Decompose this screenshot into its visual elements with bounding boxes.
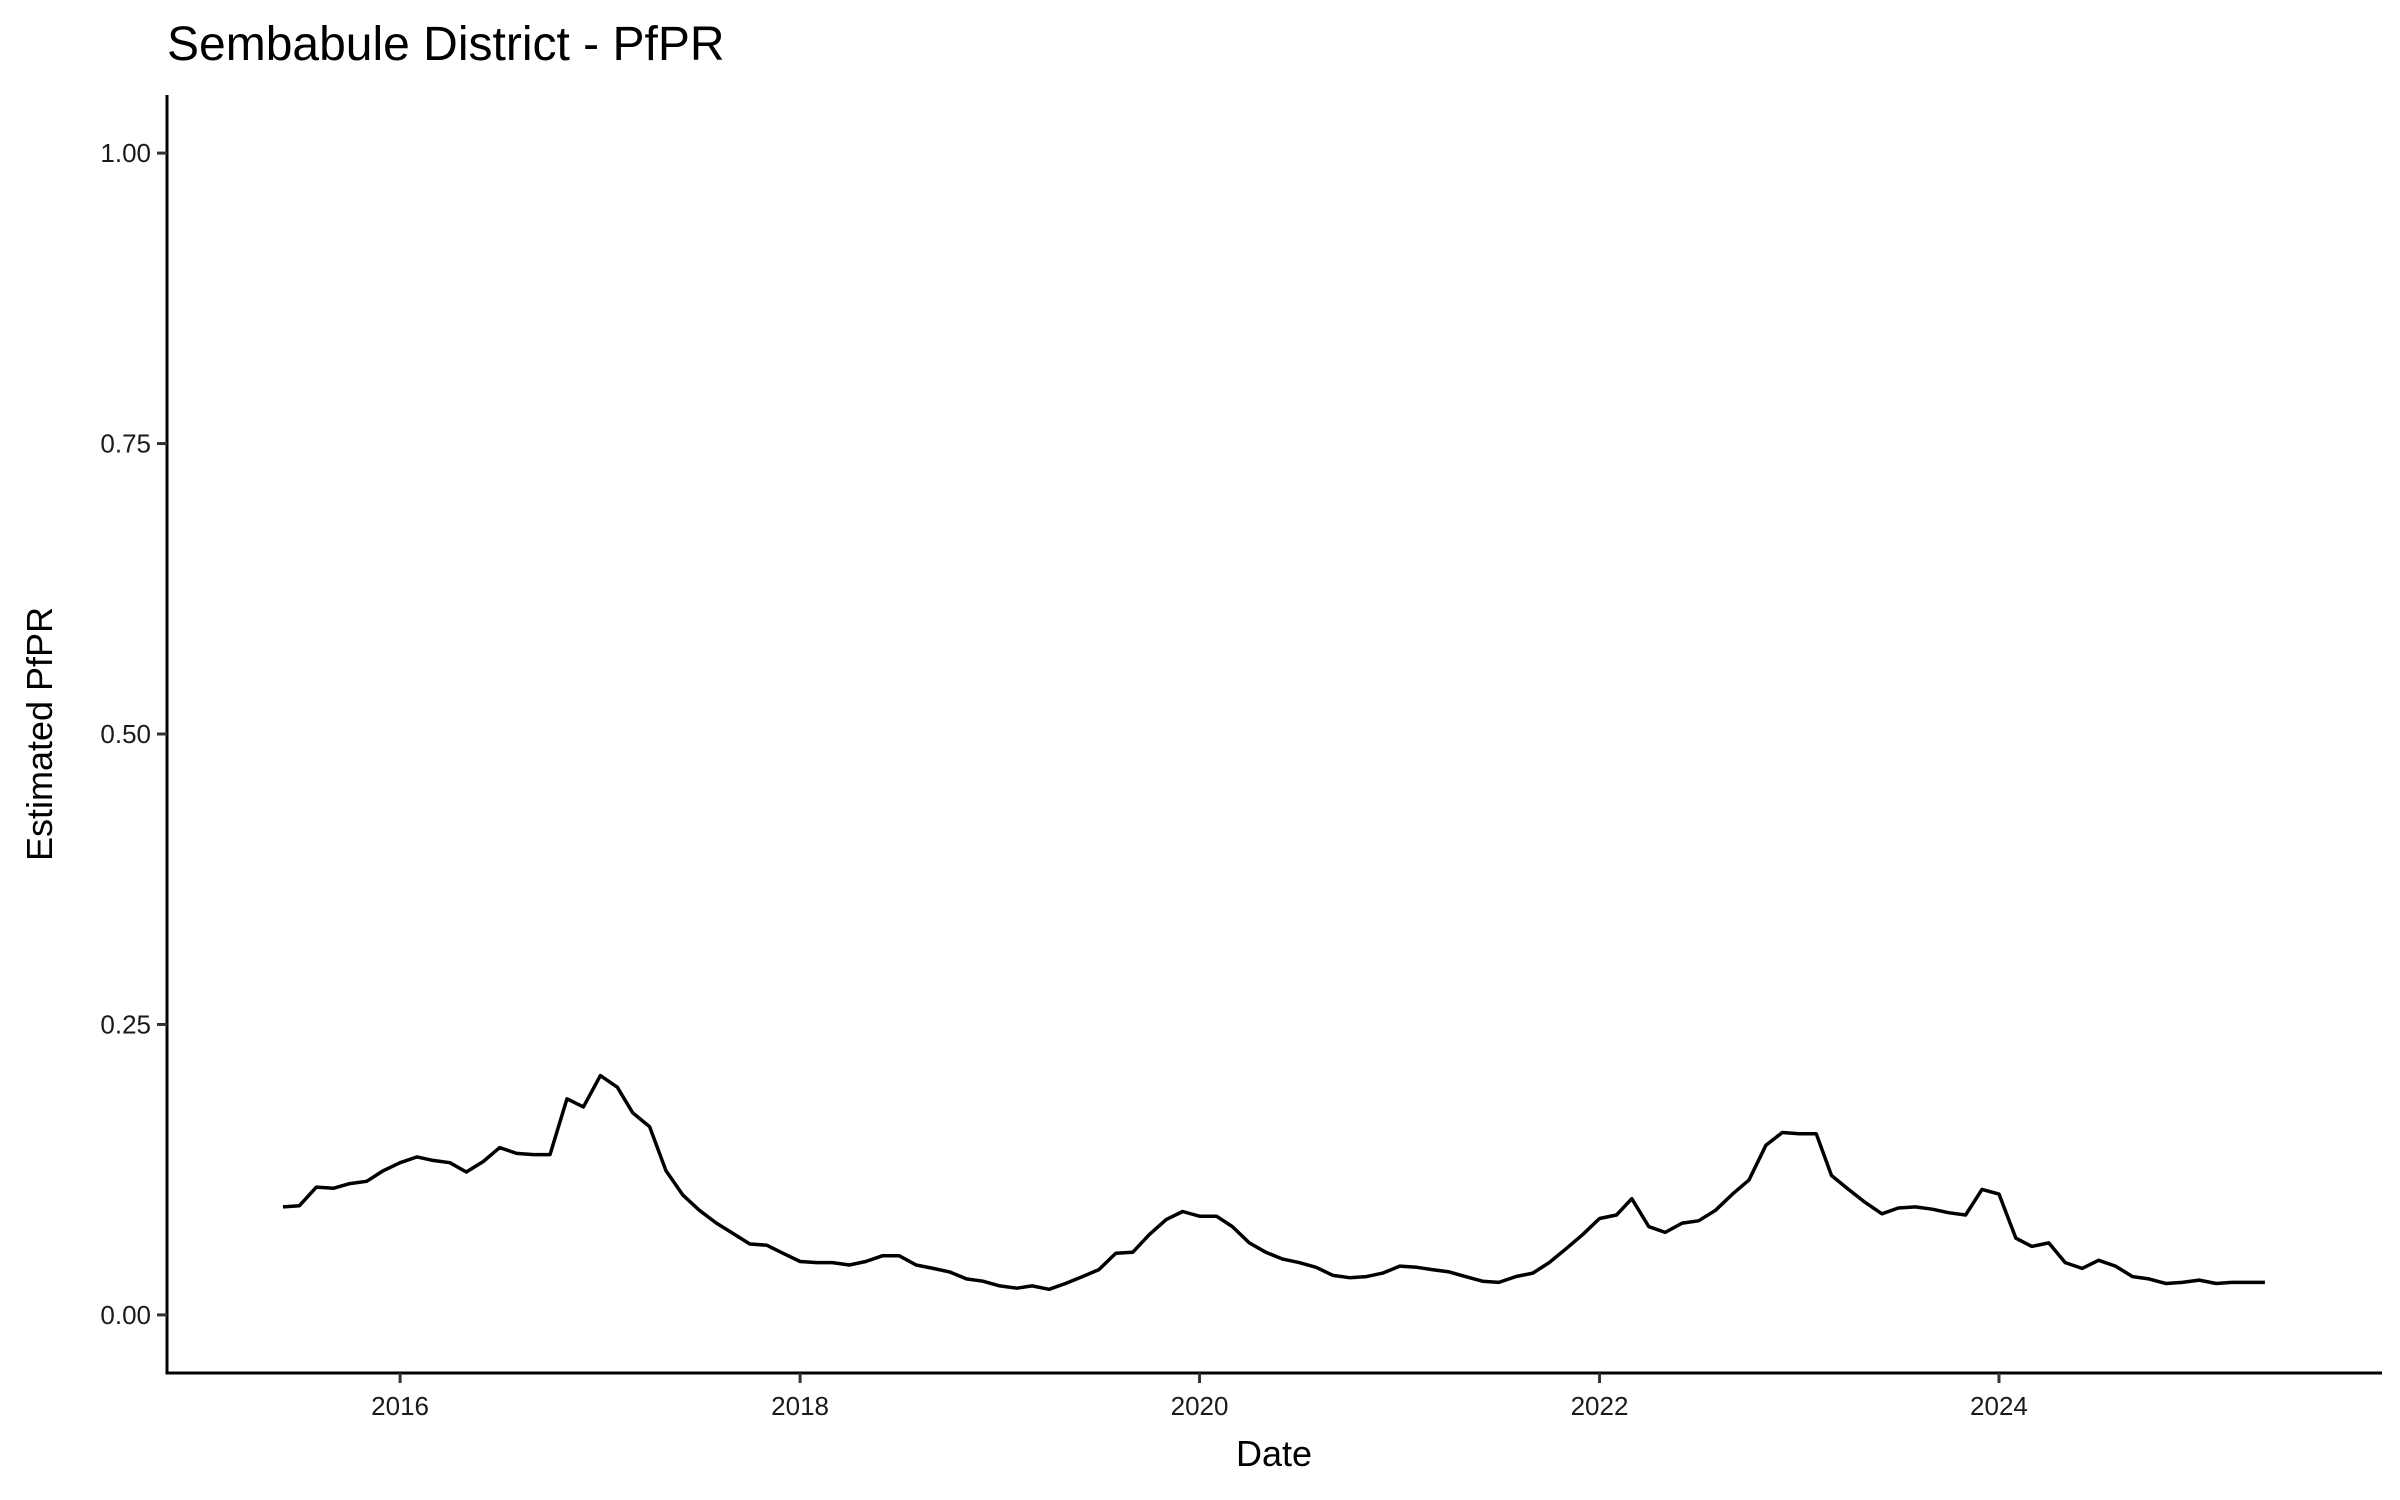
x-axis-ticks: 2016 2018 2020 2022 2024: [371, 1373, 2028, 1421]
y-axis-ticks: 0.00 0.25 0.50 0.75 1.00: [100, 138, 167, 1330]
x-tick-label: 2022: [1571, 1391, 1629, 1421]
y-tick-label: 0.25: [100, 1009, 151, 1039]
x-tick-label: 2024: [1970, 1391, 2028, 1421]
x-tick-label: 2018: [771, 1391, 829, 1421]
y-tick-label: 0.00: [100, 1300, 151, 1330]
y-tick-label: 1.00: [100, 138, 151, 168]
x-axis-title: Date: [1236, 1433, 1312, 1474]
x-tick-label: 2020: [1171, 1391, 1229, 1421]
y-tick-label: 0.75: [100, 429, 151, 459]
y-tick-label: 0.50: [100, 719, 151, 749]
plot-area: [282, 1073, 2265, 1292]
series-line: [282, 1073, 2265, 1292]
x-tick-label: 2016: [371, 1391, 429, 1421]
y-axis-title: Estimated PfPR: [19, 607, 60, 861]
chart-title: Sembabule District - PfPR: [167, 18, 725, 71]
